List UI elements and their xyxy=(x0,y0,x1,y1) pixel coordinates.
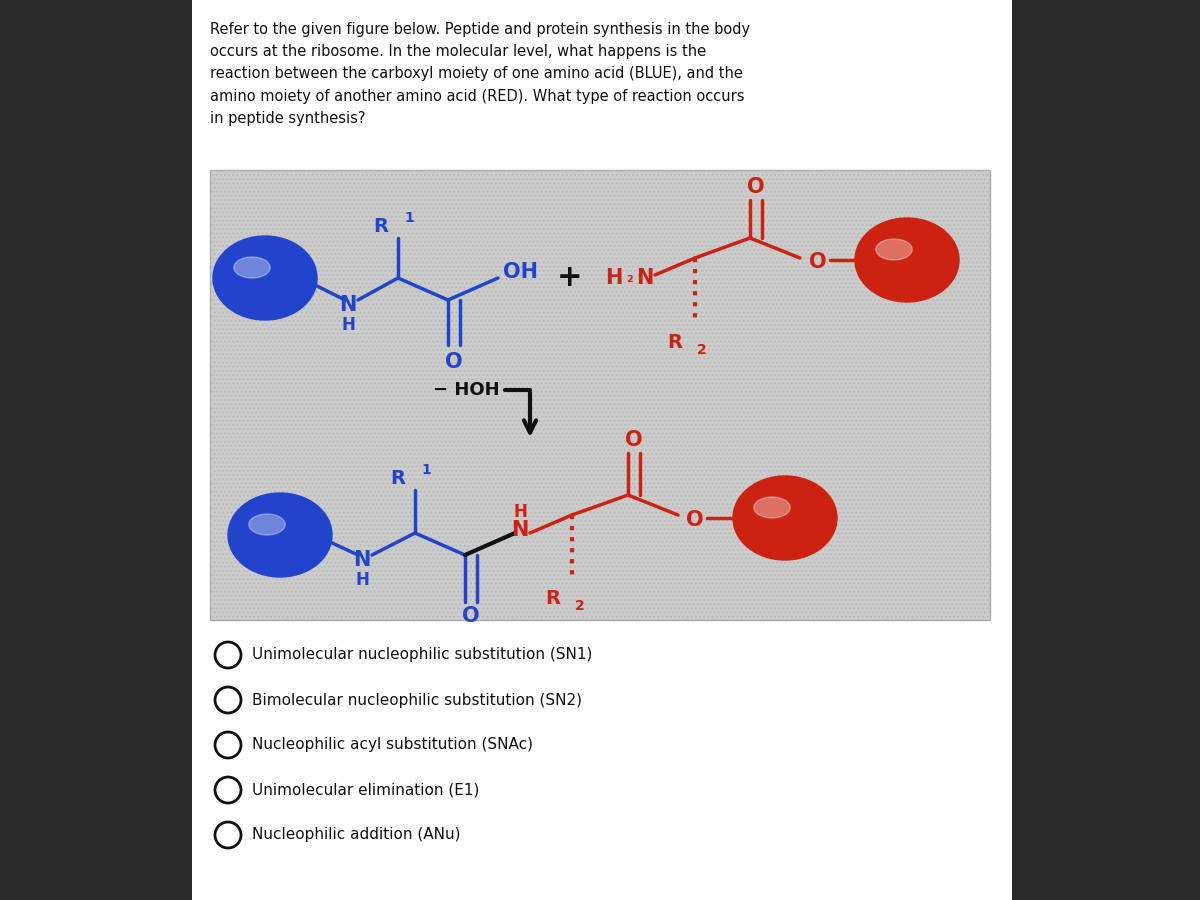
Text: Nucleophilic acyl substitution (SNAc): Nucleophilic acyl substitution (SNAc) xyxy=(252,737,533,752)
Text: Unimolecular nucleophilic substitution (SN1): Unimolecular nucleophilic substitution (… xyxy=(252,647,593,662)
Text: O: O xyxy=(462,606,480,626)
Text: O: O xyxy=(625,430,643,450)
Text: 2: 2 xyxy=(575,599,584,613)
Text: +: + xyxy=(557,264,583,292)
Text: Unimolecular elimination (E1): Unimolecular elimination (E1) xyxy=(252,782,479,797)
Text: N: N xyxy=(511,520,529,540)
FancyBboxPatch shape xyxy=(210,170,990,620)
Text: 1: 1 xyxy=(404,211,414,225)
Text: H: H xyxy=(605,268,623,288)
Ellipse shape xyxy=(876,239,912,260)
Text: H: H xyxy=(514,503,527,521)
Text: O: O xyxy=(445,352,463,372)
Text: O: O xyxy=(686,510,704,530)
Text: N: N xyxy=(353,550,371,570)
Text: R: R xyxy=(390,469,406,488)
Text: ₂: ₂ xyxy=(626,271,634,285)
Text: 2: 2 xyxy=(697,343,707,357)
Text: R: R xyxy=(545,589,560,608)
Ellipse shape xyxy=(854,218,959,302)
Text: N: N xyxy=(340,295,356,315)
Text: O: O xyxy=(748,177,764,197)
Text: OH: OH xyxy=(503,262,538,282)
Text: O: O xyxy=(809,252,827,272)
Text: Refer to the given figure below. Peptide and protein synthesis in the body
occur: Refer to the given figure below. Peptide… xyxy=(210,22,750,126)
Ellipse shape xyxy=(234,257,270,278)
Text: H: H xyxy=(355,571,368,589)
Text: − HOH: − HOH xyxy=(433,381,500,399)
Ellipse shape xyxy=(733,476,838,560)
Ellipse shape xyxy=(214,236,317,320)
Text: R: R xyxy=(667,332,682,352)
Text: N: N xyxy=(636,268,654,288)
Text: R: R xyxy=(373,217,388,236)
Text: 1: 1 xyxy=(421,463,431,477)
Ellipse shape xyxy=(754,497,791,518)
Ellipse shape xyxy=(228,493,332,577)
Text: Nucleophilic addition (ANu): Nucleophilic addition (ANu) xyxy=(252,827,461,842)
Text: Bimolecular nucleophilic substitution (SN2): Bimolecular nucleophilic substitution (S… xyxy=(252,692,582,707)
Ellipse shape xyxy=(248,514,286,535)
Text: H: H xyxy=(341,316,355,334)
FancyBboxPatch shape xyxy=(192,0,1012,900)
